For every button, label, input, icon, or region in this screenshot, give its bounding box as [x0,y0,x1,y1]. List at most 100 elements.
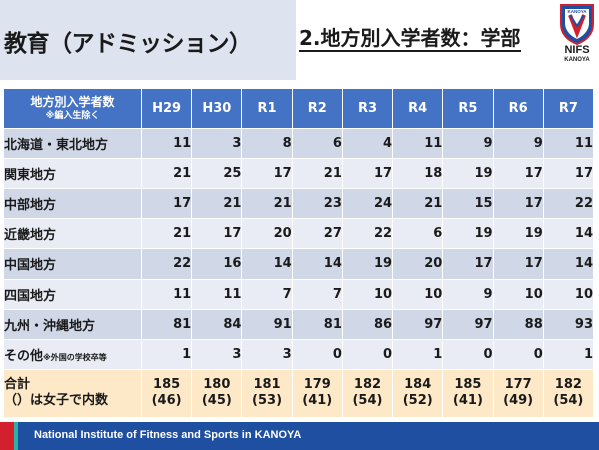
column-header: H29 [140,87,193,130]
table-cell: 84 [191,308,243,340]
table-cell: 17 [542,158,595,190]
table-cell: 17 [492,188,544,220]
footer-accent-teal [14,422,18,450]
table-cell: 14 [291,248,343,280]
female-count: (53) [252,393,283,409]
table-cell: 0 [341,338,394,370]
title-banner [0,0,296,80]
table-cell: 21 [191,188,243,220]
table-cell: 8 [241,128,293,160]
total-value: 185 [153,377,181,393]
table-cell: 6 [291,128,343,160]
table-cell: 0 [492,338,544,370]
column-header: R5 [442,87,494,130]
table-cell: 19 [442,218,494,250]
table-cell: 22 [542,188,595,220]
section-title: 2.地方別入学者数：学部 [299,26,521,52]
total-cell: 181 (53) [241,368,293,419]
total-row: 合計 （）は女子で内数 185 (46) 180 (45) 181 (53) 179(… [3,368,595,419]
column-header: R1 [241,87,293,130]
total-label: 合計 （）は女子で内数 [3,368,142,419]
female-count: (41) [452,393,483,409]
table-cell: 17 [442,248,494,280]
row-label: 九州・沖縄地方 [3,308,142,340]
table-cell: 22 [140,248,193,280]
column-header: R7 [542,87,595,130]
table-cell: 22 [341,218,394,250]
table-cell: 21 [140,158,193,190]
table-row: その他※外国の学校卒等 1 3 3 0 0 1 0 0 1 [3,338,595,370]
total-value: 185 [454,377,482,393]
table-cell: 24 [341,188,394,220]
table-cell: 4 [341,128,394,160]
table-cell: 27 [291,218,343,250]
corner-note: ※編入生除く [45,110,100,121]
table-cell: 6 [392,218,444,250]
total-cell: 180 (45) [191,368,243,419]
table-cell: 14 [241,248,293,280]
total-value: 182 [554,377,582,393]
footer-accent-red [0,422,14,450]
total-cell: 184 (52) [392,368,444,419]
table-cell: 16 [191,248,243,280]
table-cell: 3 [191,128,243,160]
footer-bar: National Institute of Fitness and Sports… [0,422,599,450]
table-cell: 18 [392,158,444,190]
table-cell: 1 [542,338,595,370]
table-cell: 11 [140,278,193,310]
table-cell: 10 [492,278,544,310]
table-cell: 21 [291,158,343,190]
table-cell: 9 [442,128,494,160]
total-value: 181 [253,377,281,393]
female-count: (45) [201,393,232,409]
table-cell: 1 [140,338,193,370]
row-label: 中国地方 [3,248,142,280]
row-label: 関東地方 [3,158,142,190]
table-cell: 91 [241,308,293,340]
female-count: (46) [151,393,182,409]
table-cell: 14 [542,218,595,250]
total-cell: 185 (41) [442,368,494,419]
table-cell: 20 [392,248,444,280]
column-header: R4 [392,87,444,130]
table-cell: 11 [392,128,444,160]
footer-text: National Institute of Fitness and Sports… [34,429,302,441]
table-cell: 19 [492,218,544,250]
female-count: (49) [503,393,534,409]
table-row: 北海道・東北地方 11 3 8 6 4 11 9 9 11 [3,128,595,160]
table-cell: 0 [442,338,494,370]
nifs-logo: KANOYA NIFS KANOYA [557,2,597,64]
total-label-note: （）は女子で内数 [4,393,109,409]
total-cell: 182 (54) [341,368,394,419]
row-label-note: ※外国の学校卒等 [43,352,107,362]
table-cell: 10 [341,278,394,310]
corner-title: 地方別入学者数 [30,94,115,109]
table-row: 中国地方 22 16 14 14 19 20 17 17 14 [3,248,595,280]
table-cell: 17 [140,188,193,220]
total-value: 182 [353,377,382,393]
table-cell: 88 [492,308,544,340]
table-cell: 97 [392,308,444,340]
page-title: 教育（アドミッション） [4,31,252,57]
total-value: 180 [203,377,231,393]
table-cell: 7 [291,278,343,310]
table-cell: 19 [341,248,394,280]
row-label: 中部地方 [3,188,142,220]
table-cell: 81 [140,308,193,340]
table-cell: 17 [191,218,243,250]
corner-header: 地方別入学者数 ※編入生除く [3,87,142,130]
total-cell: 182 (54) [542,368,595,419]
female-count: (41) [302,393,333,409]
total-label-main: 合計 [4,377,31,393]
female-count: (52) [402,393,433,409]
enrollment-table: 地方別入学者数 ※編入生除く H29 H30 R1 R2 R3 R4 R5 R6… [3,87,595,419]
table-cell: 11 [140,128,193,160]
logo-top-text: KANOYA [567,9,587,14]
table-cell: 0 [291,338,343,370]
table-cell: 19 [442,158,494,190]
total-cell: 177 (49) [492,368,544,419]
row-label: 近畿地方 [3,218,142,250]
table-cell: 81 [291,308,343,340]
female-count: (54) [352,393,383,409]
row-label: その他※外国の学校卒等 [3,338,142,370]
